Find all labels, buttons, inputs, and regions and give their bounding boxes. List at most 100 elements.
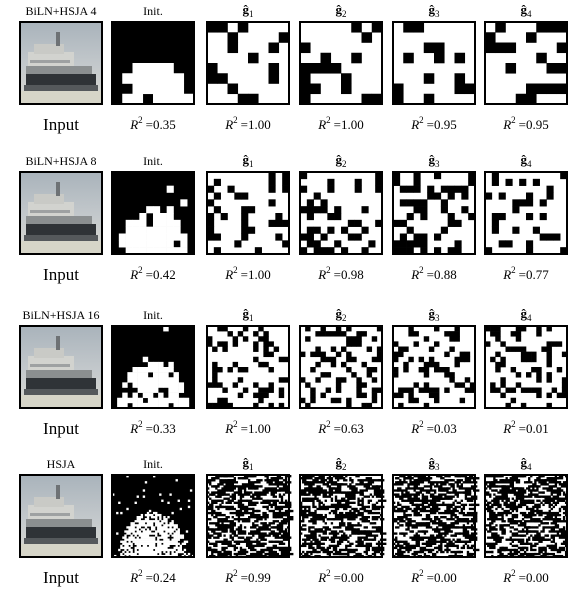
- mask-pixel: [225, 543, 231, 545]
- mask-pixel: [209, 481, 211, 483]
- mask-pixel: [510, 543, 512, 545]
- mask-pixel: [349, 518, 355, 520]
- mask-pixel: [508, 481, 514, 483]
- mask-pixel: [258, 362, 263, 367]
- mask-pixel: [133, 63, 144, 74]
- mask-pixel: [139, 524, 141, 526]
- mask-pixel: [510, 518, 514, 520]
- mask-pixel: [506, 388, 511, 393]
- mask-pixel: [432, 553, 436, 555]
- estimator-subscript: 2: [342, 313, 347, 323]
- mask-pixel: [139, 526, 141, 528]
- mask-pixel: [143, 84, 154, 95]
- mask-pixel: [531, 367, 536, 372]
- mask-pixel: [176, 479, 178, 481]
- mask-pixel: [243, 336, 248, 341]
- mask-pixel: [495, 504, 501, 506]
- mask-pixel: [151, 524, 153, 526]
- mask-pixel: [314, 510, 316, 512]
- mask-pixel: [440, 534, 442, 536]
- mask-pixel: [213, 477, 217, 479]
- mask-pixel: [561, 483, 565, 485]
- mask-pixel: [547, 352, 552, 357]
- mask-pixel: [561, 528, 565, 530]
- mask-pixel: [133, 524, 135, 526]
- mask-pixel: [133, 398, 138, 403]
- mask-pixel: [310, 534, 316, 536]
- mask-pixel: [222, 341, 227, 346]
- mask-pixel: [351, 357, 356, 362]
- mask-pixel: [366, 543, 372, 545]
- mask-pixel: [364, 496, 370, 498]
- mask-pixel: [452, 479, 454, 481]
- mask-pixel: [133, 240, 140, 247]
- mask-pixel: [400, 240, 407, 247]
- mask-pixel: [362, 393, 367, 398]
- mask-pixel: [141, 537, 143, 539]
- mask-pixel: [557, 518, 561, 520]
- mask-pixel: [557, 491, 561, 493]
- mask-pixel: [403, 388, 408, 393]
- mask-pixel: [312, 539, 318, 541]
- mask-pixel: [163, 539, 165, 541]
- mask-pixel: [281, 506, 283, 508]
- mask-pixel: [401, 524, 403, 526]
- mask-pixel: [158, 398, 163, 403]
- mask-pixel: [143, 388, 148, 393]
- mask-pixel: [438, 537, 444, 539]
- mask-pixel: [133, 73, 144, 84]
- mask-pixel: [492, 220, 499, 227]
- mask-pixel: [279, 543, 283, 545]
- mask-pixel: [364, 537, 368, 539]
- mask-pixel: [491, 551, 493, 553]
- mask-pixel: [146, 206, 153, 213]
- mask-pixel: [374, 522, 376, 524]
- mask-pixel: [490, 382, 495, 387]
- column-label: ĝ4: [521, 2, 533, 19]
- mask-pixel: [221, 493, 223, 495]
- mask-pixel: [277, 489, 283, 491]
- mask-pixel: [147, 537, 149, 539]
- mask-pixel: [246, 545, 252, 547]
- mask-pixel: [151, 541, 153, 543]
- mask-pixel: [429, 357, 434, 362]
- mask-pixel: [536, 331, 541, 336]
- r2-value: =0.77: [519, 267, 550, 282]
- mask-pixel: [159, 545, 161, 547]
- mask-pixel: [184, 549, 186, 551]
- mask-pixel: [329, 532, 335, 534]
- mask-pixel: [347, 551, 353, 553]
- mask-pixel: [362, 227, 369, 234]
- mask-pixel: [430, 512, 436, 514]
- mask-pixel: [264, 514, 268, 516]
- mask-pixel: [444, 352, 449, 357]
- mask-pixel: [234, 481, 238, 483]
- mask-pixel: [139, 545, 141, 547]
- mask-pixel: [506, 347, 511, 352]
- mask-pixel: [223, 541, 225, 543]
- mask-pixel: [116, 532, 118, 534]
- mask-pixel: [135, 539, 137, 541]
- mask-pixel: [520, 549, 522, 551]
- mask-pixel: [506, 240, 513, 247]
- mask-pixel: [128, 543, 130, 545]
- mask-pixel: [316, 487, 322, 489]
- mask-pixel: [399, 545, 401, 547]
- mask-pixel: [538, 549, 540, 551]
- mask-pixel: [536, 500, 540, 502]
- mask-pixel: [141, 534, 143, 536]
- mask-pixel: [528, 537, 530, 539]
- mask-pixel: [238, 393, 243, 398]
- mask-pixel: [143, 534, 145, 536]
- mask-pixel: [323, 481, 325, 483]
- mask-pixel: [327, 551, 333, 553]
- mask-pixel: [489, 514, 493, 516]
- mask-pixel: [400, 234, 407, 241]
- r2-symbol: R: [224, 117, 233, 132]
- mask-pixel: [364, 539, 368, 541]
- mask-pixel: [424, 532, 426, 534]
- mask-pixel: [321, 53, 332, 64]
- mask-pixel: [542, 549, 544, 551]
- mask-pixel: [463, 506, 465, 508]
- mask-pixel: [169, 532, 171, 534]
